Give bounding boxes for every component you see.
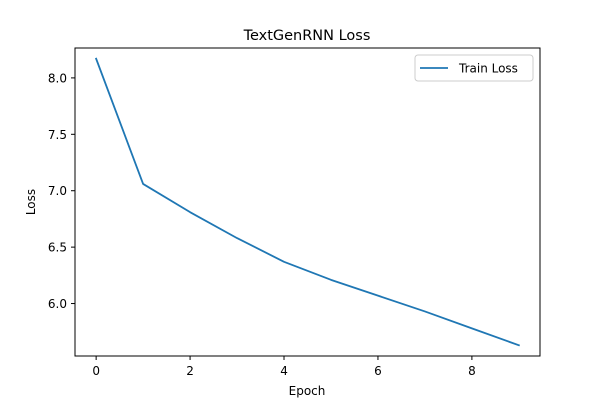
legend-box <box>414 54 534 82</box>
series-line-train-loss <box>94 57 521 347</box>
x-tick-label: 0 <box>92 364 100 378</box>
series-layer <box>94 57 521 347</box>
x-axis-ticks: 0 2 4 6 8 <box>92 356 476 378</box>
y-axis-ticks: 6.0 6.5 7.0 7.5 8.0 <box>48 71 75 311</box>
legend: Train Loss <box>414 54 534 82</box>
plot-area <box>74 47 541 357</box>
legend-label-train-loss: Train Loss <box>458 62 518 76</box>
y-tick-label: 7.0 <box>48 184 67 198</box>
y-tick-label: 6.5 <box>48 241 67 255</box>
y-tick-label: 7.5 <box>48 128 67 142</box>
y-axis-label: Loss <box>24 189 38 215</box>
x-tick-label: 2 <box>186 364 194 378</box>
chart-title: TextGenRNN Loss <box>243 28 371 44</box>
y-tick-label: 6.0 <box>48 297 67 311</box>
y-tick-label: 8.0 <box>48 71 67 85</box>
x-tick-label: 8 <box>468 364 476 378</box>
x-tick-label: 6 <box>374 364 382 378</box>
x-axis-label: Epoch <box>289 384 326 398</box>
x-tick-label: 4 <box>280 364 288 378</box>
